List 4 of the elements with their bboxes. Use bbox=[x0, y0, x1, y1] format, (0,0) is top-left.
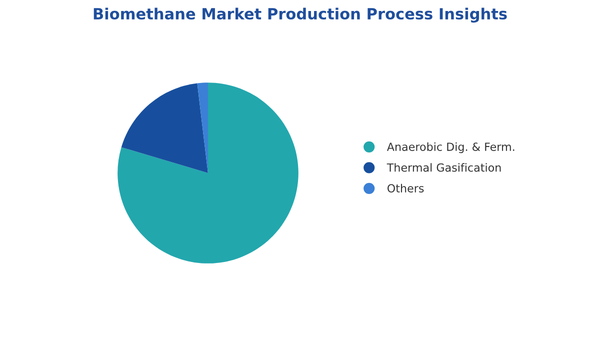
legend-label: Others bbox=[388, 184, 424, 192]
legend-label: Thermal Gasification bbox=[386, 163, 501, 172]
chart-title: Biomethane Market Production Process Insights bbox=[94, 8, 507, 23]
legend-label: Anaerobic Dig. & Ferm. bbox=[386, 142, 514, 154]
